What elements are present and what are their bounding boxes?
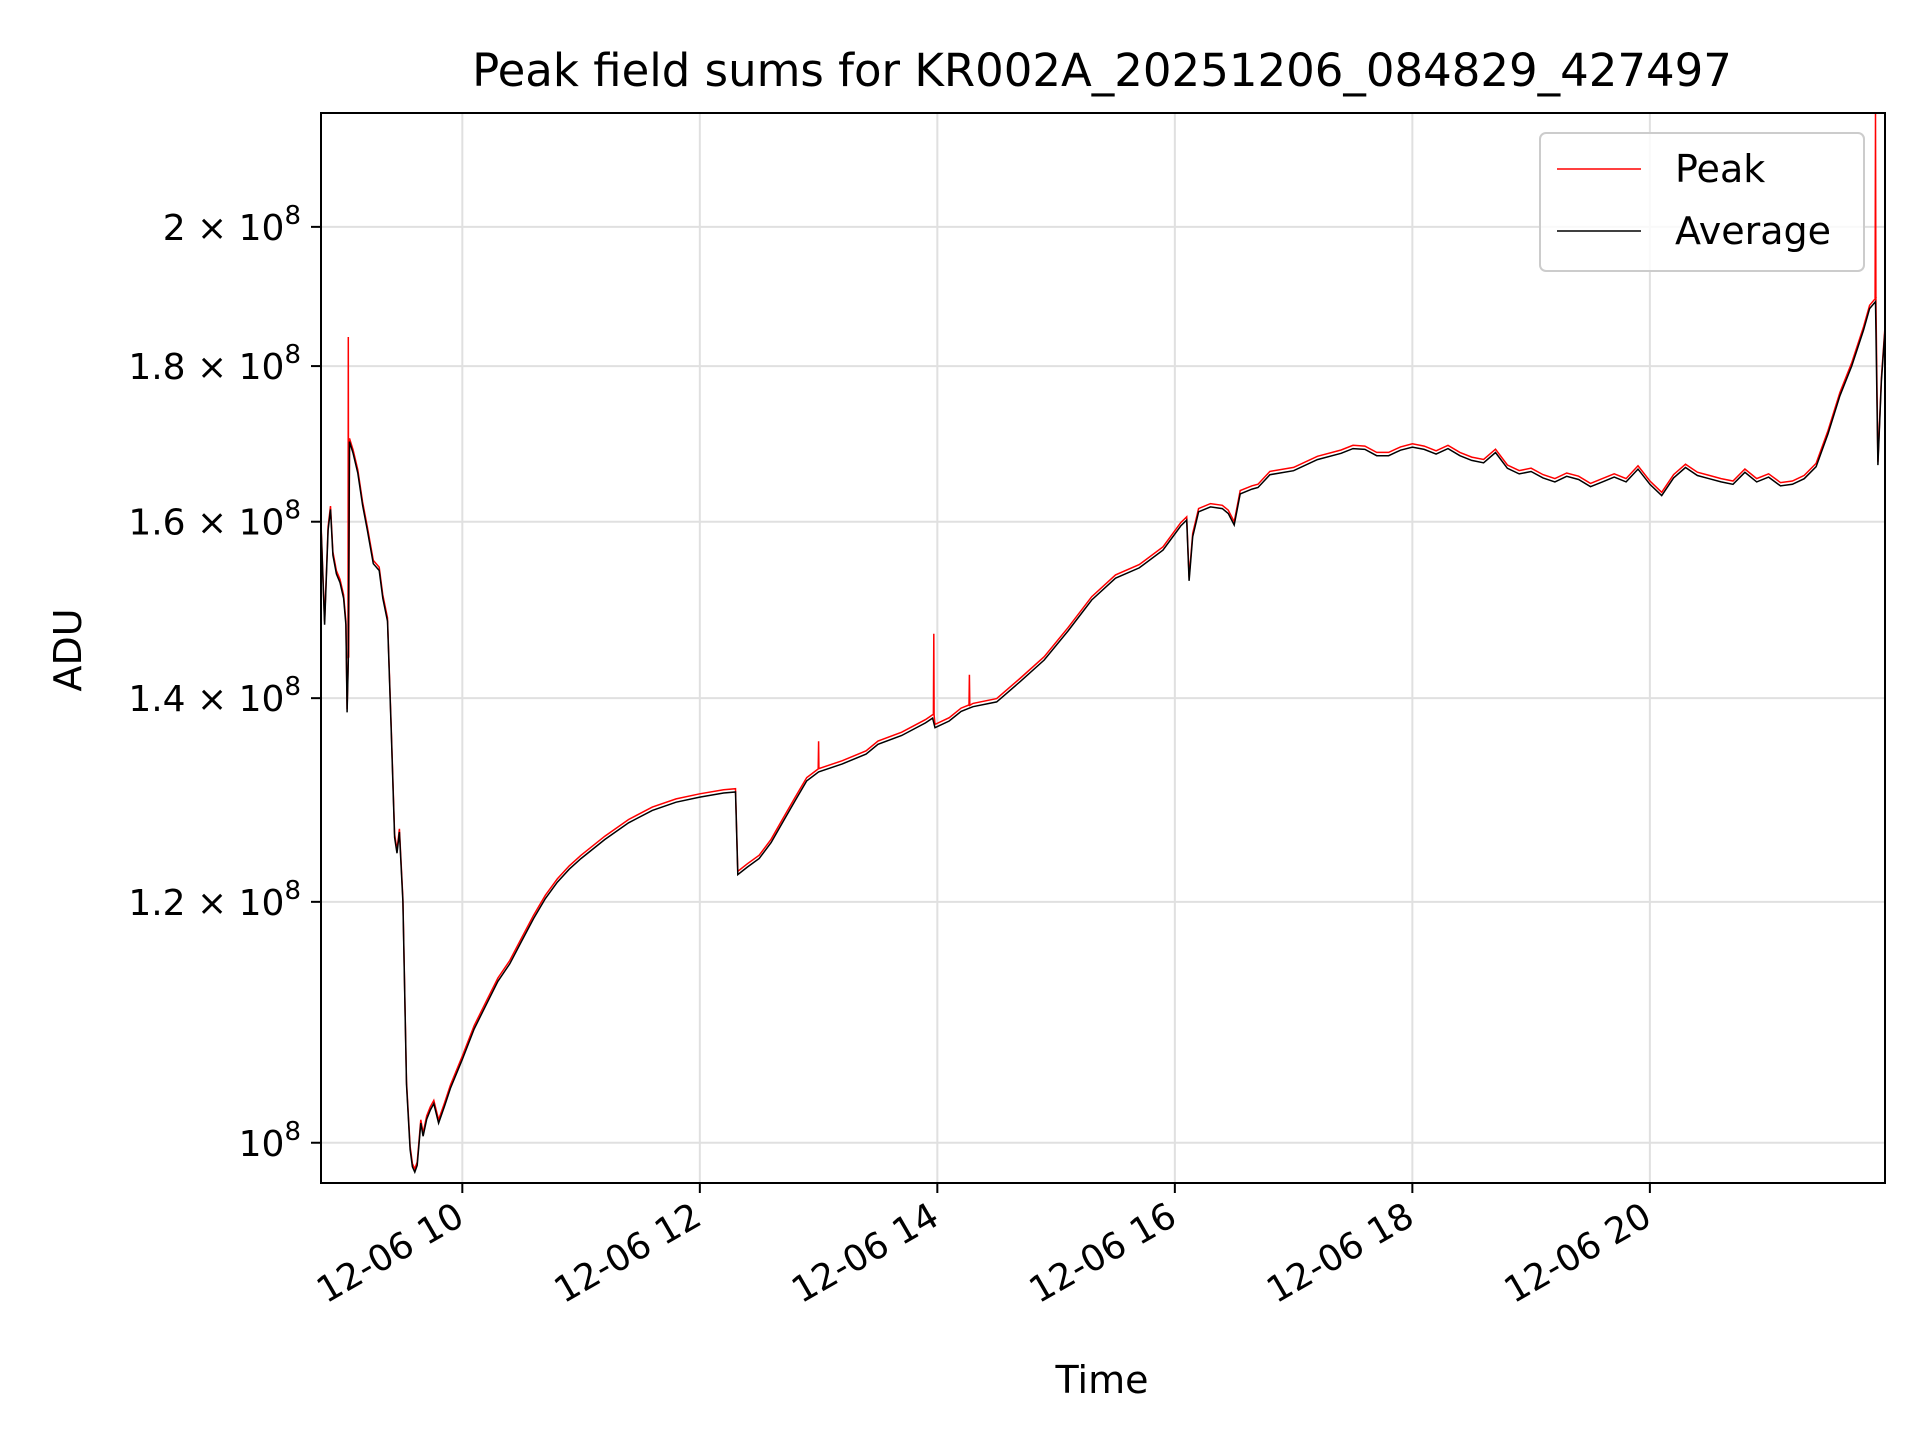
x-tick-label: 12-06 18 bbox=[1260, 1195, 1421, 1311]
plot-frame bbox=[320, 112, 1886, 1184]
y-axis-ticks: 108 1.2 × 108 1.4 × 108 1.6 × 108 1.8 × 108 2… bbox=[128, 201, 321, 1165]
y-tick-label: 2 × 108 bbox=[163, 201, 301, 249]
x-tick-label: 12-06 10 bbox=[310, 1195, 471, 1311]
y-tick-label: 1.2 × 108 bbox=[128, 876, 301, 924]
x-tick-label: 12-06 20 bbox=[1498, 1195, 1659, 1311]
legend-box bbox=[1539, 132, 1865, 272]
y-tick-label: 1.8 × 108 bbox=[128, 340, 301, 388]
y-axis-label: ADU bbox=[46, 608, 90, 691]
legend-label-peak: Peak bbox=[1675, 147, 1765, 191]
legend: Peak Average bbox=[1539, 132, 1865, 272]
y-tick-label: 1.4 × 108 bbox=[128, 672, 301, 720]
x-tick-label: 12-06 12 bbox=[548, 1195, 709, 1311]
x-axis-label: Time bbox=[1055, 1358, 1149, 1402]
y-tick-label: 108 bbox=[239, 1117, 301, 1165]
series-lines bbox=[321, 113, 1885, 1175]
grid-lines bbox=[321, 113, 1885, 1183]
legend-label-average: Average bbox=[1675, 209, 1831, 253]
y-tick-label: 1.6 × 108 bbox=[128, 496, 301, 544]
x-axis-ticks: 12-06 10 12-06 12 12-06 14 12-06 16 12-06 18… bbox=[310, 1183, 1658, 1312]
series-line-average bbox=[321, 299, 1885, 1175]
chart-title: Peak field sums for KR002A_20251206_0848… bbox=[472, 44, 1732, 97]
x-tick-label: 12-06 14 bbox=[785, 1195, 946, 1311]
x-tick-label: 12-06 16 bbox=[1023, 1195, 1184, 1311]
